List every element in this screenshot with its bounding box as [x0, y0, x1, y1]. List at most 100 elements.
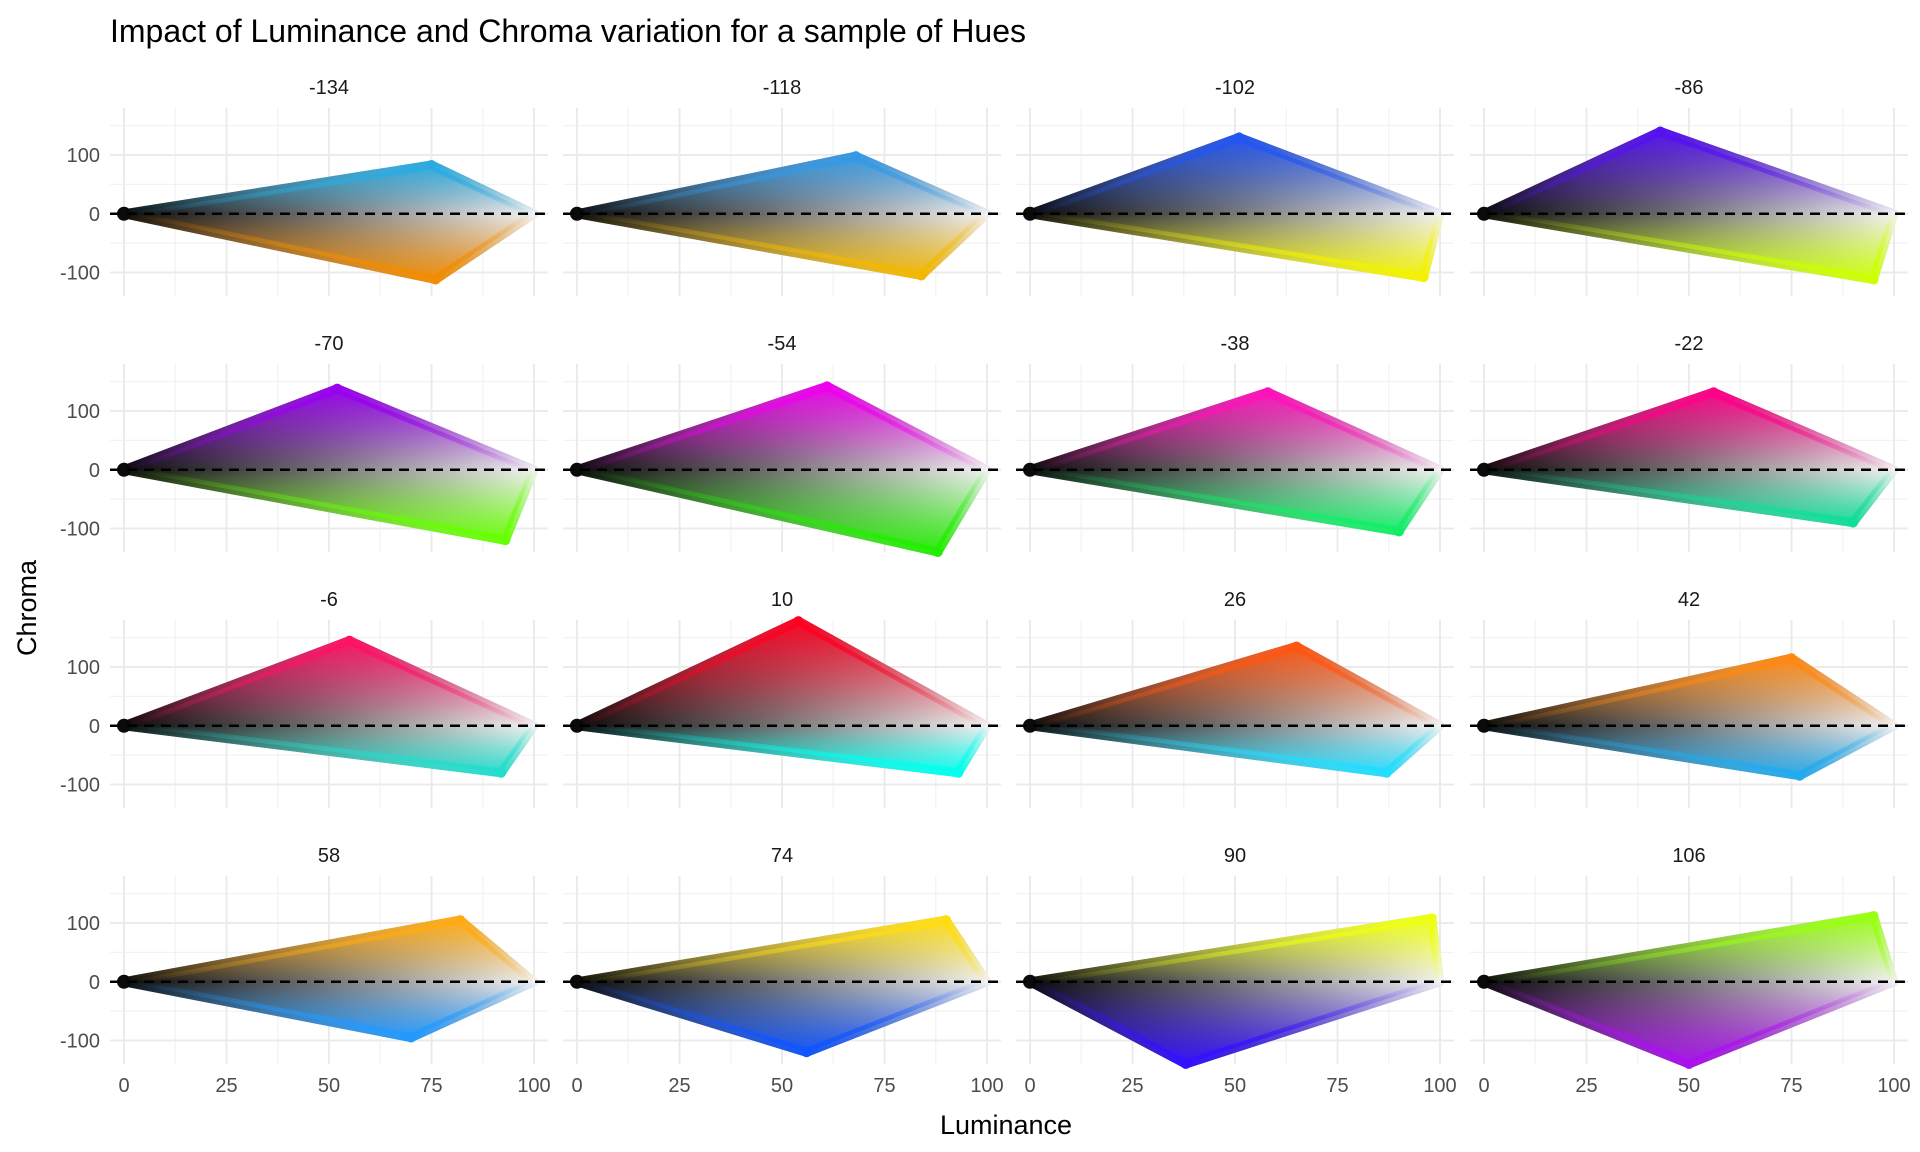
- facet-panel: 26: [1016, 589, 1454, 808]
- peak-negative-point: [1848, 517, 1858, 528]
- peak-positive-point: [344, 635, 355, 646]
- y-tick-label: 0: [89, 460, 100, 482]
- x-tick-label: 25: [1575, 1075, 1597, 1097]
- facet-panel: 90 0 25 50 75 100: [1016, 845, 1457, 1097]
- origin-point: [1477, 974, 1491, 989]
- origin-point: [1023, 462, 1037, 477]
- x-tick-label: 0: [1024, 1075, 1035, 1097]
- point-cloud-chroma: [119, 915, 539, 1043]
- facet-panel: 106 0 25 50 75 100: [1470, 845, 1911, 1097]
- peak-negative-point: [1418, 272, 1429, 283]
- point-cloud-chroma: [572, 381, 992, 557]
- facet-strip-label: -134: [309, 77, 349, 99]
- peak-negative-point: [1684, 1059, 1694, 1069]
- y-tick-label: 100: [67, 401, 100, 423]
- peak-negative-point: [1381, 767, 1392, 778]
- point-cloud: [1025, 913, 1445, 1069]
- peak-positive-point: [455, 915, 466, 926]
- x-tick-label: 50: [1678, 1075, 1700, 1097]
- origin-point: [117, 718, 131, 733]
- point-cloud-chroma: [1479, 653, 1899, 781]
- point-cloud: [119, 384, 539, 545]
- x-axis-label: Luminance: [940, 1110, 1072, 1140]
- peak-positive-point: [1708, 387, 1719, 398]
- peak-positive-point: [332, 383, 343, 394]
- peak-positive-point: [850, 151, 861, 162]
- peak-negative-point: [1794, 770, 1805, 781]
- y-tick-label: 0: [89, 716, 100, 738]
- origin-point: [570, 974, 584, 989]
- point-cloud: [1025, 132, 1445, 282]
- point-cloud-chroma: [1479, 127, 1899, 284]
- point-cloud-chroma: [572, 151, 992, 280]
- point-cloud-chroma: [1479, 911, 1899, 1069]
- origin-point: [570, 462, 584, 477]
- peak-positive-point: [1786, 653, 1797, 664]
- y-tick-label: 100: [67, 913, 100, 935]
- x-tick-label: 100: [517, 1075, 550, 1097]
- chart-title: Impact of Luminance and Chroma variation…: [110, 13, 1026, 49]
- x-tick-label: 50: [771, 1075, 793, 1097]
- x-tick-label: 100: [1423, 1075, 1456, 1097]
- peak-negative-point: [1180, 1059, 1191, 1069]
- facet-strip-label: -38: [1221, 333, 1250, 355]
- x-tick-label: 25: [668, 1075, 690, 1097]
- peak-negative-point: [1868, 274, 1879, 285]
- x-tick-label: 25: [215, 1075, 237, 1097]
- peak-positive-point: [1655, 126, 1666, 137]
- origin-point: [1477, 462, 1491, 477]
- point-cloud-chroma: [119, 636, 539, 778]
- y-tick-label: 100: [67, 657, 100, 679]
- point-cloud: [1479, 387, 1899, 528]
- facet-panel: -134 100 0 -100: [60, 77, 548, 296]
- facet-panel: 10: [563, 589, 1001, 808]
- facet-panel: -22: [1470, 333, 1908, 552]
- y-tick-label: 0: [89, 204, 100, 226]
- facet-strip-label: 58: [318, 845, 340, 867]
- facet-panel: -6 100 0 -100: [60, 589, 548, 808]
- x-tick-label: 75: [420, 1075, 442, 1097]
- point-cloud: [119, 636, 539, 778]
- origin-point: [1477, 206, 1491, 221]
- facet-strip-label: -6: [320, 589, 338, 611]
- origin-point: [117, 206, 131, 221]
- facet-strip-label: -102: [1215, 77, 1255, 99]
- peak-negative-point: [496, 767, 507, 778]
- y-tick-label: -100: [60, 775, 100, 797]
- facet-strip-label: 42: [1678, 589, 1700, 611]
- origin-point: [1023, 718, 1037, 733]
- facet-panel: -70 100 0 -100: [60, 333, 548, 552]
- facet-strip-label: 90: [1224, 845, 1246, 867]
- point-cloud-chroma: [1025, 132, 1445, 282]
- point-cloud: [572, 616, 992, 778]
- origin-point: [117, 974, 131, 989]
- facet-panel: -38: [1016, 333, 1454, 552]
- y-tick-label: 100: [67, 145, 100, 167]
- y-tick-label: 0: [89, 972, 100, 994]
- origin-point: [1477, 718, 1491, 733]
- peak-positive-point: [1291, 641, 1302, 652]
- point-cloud-chroma: [1025, 387, 1445, 536]
- x-tick-label: 75: [1326, 1075, 1348, 1097]
- peak-negative-point: [916, 270, 927, 281]
- point-cloud: [1025, 387, 1445, 536]
- peak-positive-point: [1262, 387, 1273, 398]
- point-cloud: [119, 915, 539, 1043]
- x-tick-label: 50: [318, 1075, 340, 1097]
- peak-positive-point: [793, 616, 804, 627]
- point-cloud: [1479, 653, 1899, 781]
- origin-point: [570, 206, 584, 221]
- point-cloud-chroma: [572, 616, 992, 778]
- peak-negative-point: [1394, 526, 1404, 537]
- point-cloud: [572, 915, 992, 1057]
- point-cloud: [1479, 911, 1899, 1069]
- facet-strip-label: 106: [1672, 845, 1705, 867]
- x-tick-label: 0: [1478, 1075, 1489, 1097]
- facet-strip-label: -118: [763, 77, 802, 99]
- facet-panel: 74 0 25 50 75 100: [563, 845, 1004, 1097]
- peak-negative-point: [430, 274, 441, 285]
- point-cloud-chroma: [1479, 387, 1899, 528]
- point-cloud: [1479, 127, 1899, 284]
- origin-point: [570, 718, 584, 733]
